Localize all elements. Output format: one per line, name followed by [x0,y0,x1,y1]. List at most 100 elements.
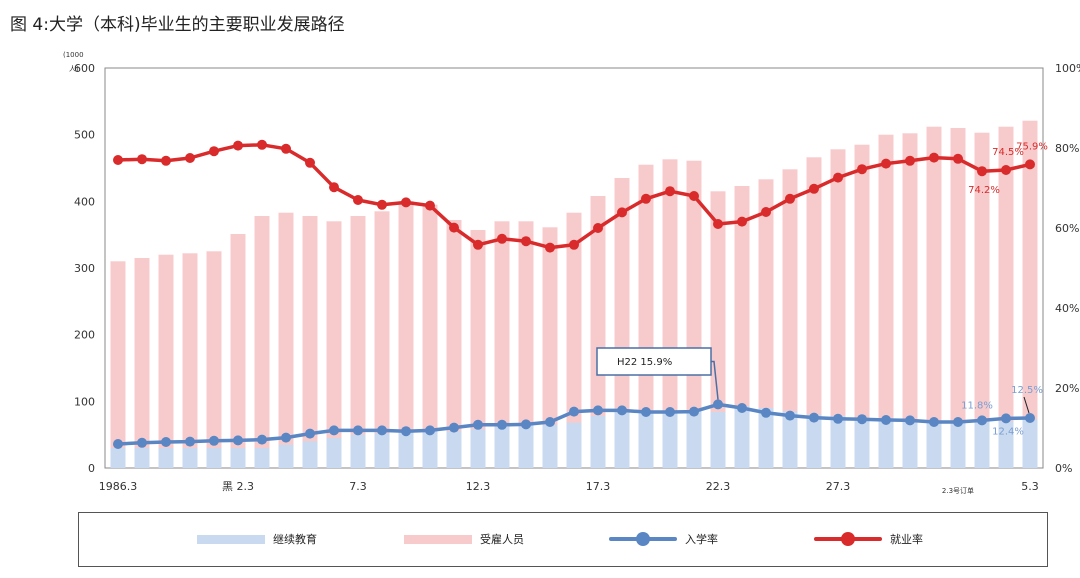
data-label: 74.2% [968,185,1000,196]
bar-employed [518,221,534,468]
x-tick-label: 17.3 [586,480,611,493]
bar-further-education [950,421,966,468]
bar-employed [830,149,846,469]
bar-further-education [998,421,1014,468]
x-tick-label: 黑 2.3 [222,480,254,493]
bar-employed [350,216,366,468]
employment-rate-point [761,207,771,217]
bar-further-education [542,424,558,468]
y-left-tick-label: 200 [74,329,95,342]
y-right-tick-label: 100% [1055,62,1080,75]
employment-rate-point [1001,165,1011,175]
bar-further-education [278,444,294,468]
bar-employed [326,221,342,468]
legend-label: 入学率 [685,533,718,546]
bar-employed [878,134,894,468]
enrollment-rate-point [617,405,627,416]
bar-further-education [350,434,366,468]
bar-employed [206,251,222,468]
bar-employed [686,160,702,468]
enrollment-rate-point [881,415,891,425]
enrollment-rate-point [689,406,699,417]
employment-rate-point [473,239,483,250]
axes: 0 100 200 300 400 500 600 (1000 人) 0% 20% 40% 60% 80%… [63,51,1080,495]
chart-title: 图 4:大学（本科)毕业生的主要职业发展路径 [10,15,345,35]
bar-employed [806,157,822,469]
annotation-leader [1023,396,1030,414]
bar-employed [710,191,726,469]
bar-further-education [926,420,942,468]
bar-employed [734,186,750,468]
bar-further-education [374,433,390,468]
bar-employed [278,212,294,468]
employment-rate-point [665,186,675,197]
annotations: H22 15.9% 74.5%75.9% 74.2% 11.8% 12.4% 12.5% [596,141,1048,437]
employment-rate-point [497,233,507,244]
data-label: 12.4% [992,426,1024,437]
enrollment-rate-point [713,399,723,410]
bar-further-education [782,411,798,468]
employment-rate-point [1025,159,1035,170]
bar-further-education [662,410,678,468]
legend-swatch [404,534,472,544]
employment-rate-point [617,207,627,218]
enrollment-rate-point [353,425,363,436]
legend-item: 受雇人员 [404,532,524,546]
bar-further-education [518,424,534,468]
employment-rate-point [449,222,459,233]
enrollment-rate-point [113,439,123,449]
bar-employed [662,159,678,469]
bar-employed [782,169,798,469]
legend-item: 入学率 [609,532,718,546]
enrollment-rate-point [785,410,795,421]
enrollment-rate-point [545,417,555,427]
y-left-tick-label: 500 [74,129,95,142]
enrollment-rate-point [977,415,987,426]
employment-rate-point [953,153,963,164]
bar-employed [590,196,606,468]
bar-employed [902,133,918,469]
employment-rate-point [641,193,651,204]
bar-further-education [686,411,702,468]
legend-label: 受雇人员 [480,533,524,546]
bar-employed [614,178,630,468]
x-tick-label: 12.3 [466,480,491,493]
bar-further-education [830,416,846,468]
x-tick-label: 27.3 [826,480,851,493]
employment-rate-point [281,143,291,154]
employment-rate-point [977,166,987,177]
bar-employed [302,216,318,468]
bar-further-education [806,414,822,468]
enrollment-rate-point [1025,413,1035,423]
enrollment-rate-point [137,437,147,448]
y-right-tick-label: 40% [1055,302,1079,315]
bar-further-education [230,448,246,468]
employment-rate-point [233,140,243,151]
x-tick-label: 5.3 [1021,480,1039,493]
bar-further-education [974,422,990,468]
employment-rate-point [377,199,387,210]
employment-rate-point [881,158,891,169]
bar-further-education [446,431,462,468]
employment-rate-point [833,172,843,183]
y-left-unit: (1000 [63,51,84,59]
callout-label: H22 15.9% [617,357,672,368]
y-left-tick-label: 400 [74,195,95,208]
legend-label: 继续教育 [273,533,317,546]
bar-employed [854,144,870,468]
y-left-tick-label: 0 [88,462,95,475]
employment-rate-point [353,195,363,205]
legend-item: 继续教育 [197,532,317,546]
employment-rate-point [425,200,435,211]
y-right-tick-label: 60% [1055,222,1079,235]
enrollment-rate-point [737,403,747,413]
employment-rate-point [185,153,195,163]
bar-employed [1022,120,1038,468]
y-right-tick-label: 0% [1055,462,1072,475]
employment-rate-point [569,239,579,250]
bar-employed [566,212,582,468]
bar-further-education [470,429,486,468]
bar-employed [374,211,390,469]
bar-employed [422,204,438,468]
bar-further-education [134,448,150,468]
